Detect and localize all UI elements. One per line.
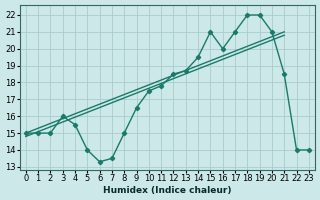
X-axis label: Humidex (Indice chaleur): Humidex (Indice chaleur): [103, 186, 232, 195]
